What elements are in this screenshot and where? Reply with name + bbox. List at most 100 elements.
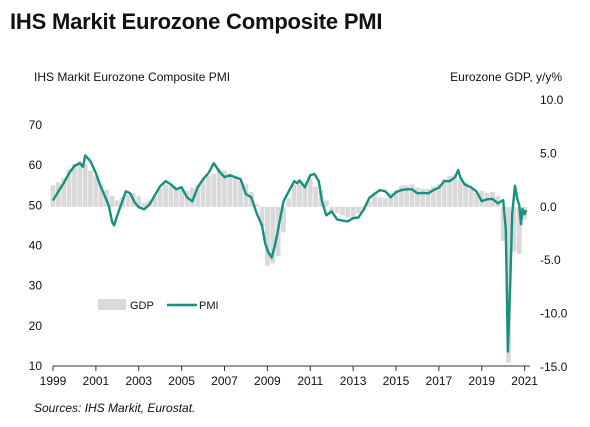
x-tick-label: 1999 [40, 374, 67, 388]
gdp-bar [82, 164, 88, 207]
gdp-bar [313, 186, 318, 207]
gdp-bar [457, 179, 463, 207]
gdp-bar [420, 188, 426, 207]
gdp-bar [259, 206, 265, 227]
left-tick-label: 50 [29, 198, 43, 212]
gdp-bar [254, 203, 260, 207]
gdp-bar [388, 192, 394, 207]
x-tick-label: 2013 [340, 374, 367, 388]
gdp-bar [382, 198, 388, 207]
gdp-bar [152, 196, 158, 207]
left-tick-label: 60 [29, 158, 43, 172]
gdp-bar [238, 181, 243, 207]
right-tick-label: 10.0 [540, 93, 564, 107]
gdp-bar [179, 189, 185, 207]
x-tick-label: 2019 [468, 374, 495, 388]
x-tick-label: 2001 [83, 374, 110, 388]
gdp-bar [141, 202, 147, 207]
gdp-bar [61, 177, 67, 207]
gdp-bar [452, 174, 458, 207]
right-tick-label: -15.0 [540, 360, 568, 374]
gdp-bar [216, 168, 222, 207]
page-title: IHS Markit Eurozone Composite PMI [10, 9, 383, 34]
gdp-bar [200, 180, 206, 207]
gdp-bar [372, 193, 377, 207]
left-tick-label: 10 [29, 359, 43, 373]
gdp-bar [468, 188, 474, 207]
gdp-bar [163, 184, 168, 207]
gdp-bar [495, 196, 501, 207]
right-tick-label: 5.0 [540, 146, 557, 160]
gdp-bar [511, 206, 517, 252]
gdp-bar [72, 164, 77, 207]
left-tick-label: 30 [29, 279, 43, 293]
gdp-bar [157, 188, 163, 207]
gdp-bar [55, 182, 61, 207]
legend-gdp-label: GDP [130, 300, 154, 312]
x-tick-label: 2021 [511, 374, 538, 388]
right-axis-title: Eurozone GDP, y/y% [450, 70, 562, 84]
gdp-bar [356, 206, 361, 214]
gdp-bar [195, 185, 201, 207]
gdp-bar [227, 173, 233, 207]
gdp-bar [98, 184, 104, 207]
gdp-bar [436, 184, 442, 207]
gdp-bar [404, 185, 410, 207]
right-tick-label: -5.0 [540, 253, 561, 267]
gdp-bar [114, 200, 120, 207]
gdp-bar [286, 198, 292, 207]
legend-gdp-swatch [98, 299, 126, 310]
gdp-bar [88, 170, 93, 207]
pmi-line [51, 154, 528, 353]
gdp-bar [291, 184, 297, 207]
left-tick-label: 70 [29, 118, 43, 132]
gdp-bar [173, 187, 179, 207]
gdp-bar [425, 188, 431, 207]
gdp-bar [265, 206, 270, 266]
legend-pmi-label: PMI [199, 300, 219, 312]
gdp-bar [93, 175, 99, 207]
gdp-bar [516, 206, 522, 254]
gdp-bar [77, 160, 83, 207]
x-tick-label: 2015 [383, 374, 410, 388]
gdp-bar [377, 197, 383, 207]
x-tick-label: 2009 [254, 374, 281, 388]
gdp-bar [441, 179, 447, 207]
gdp-bar [366, 201, 372, 207]
gdp-bar [302, 183, 308, 207]
gdp-bar [168, 185, 174, 207]
right-tick-label: -10.0 [540, 307, 568, 321]
gdp-bar [125, 195, 131, 207]
gdp-bar [409, 184, 415, 207]
gdp-bar [189, 187, 195, 207]
left-axis-title: IHS Markit Eurozone Composite PMI [34, 70, 231, 84]
gdp-bar [232, 175, 238, 207]
gdp-bar [506, 206, 511, 363]
gdp-bar [270, 206, 276, 264]
gdp-bar [447, 175, 452, 207]
gdp-bar [109, 196, 115, 207]
gdp-bar [307, 177, 313, 207]
left-tick-label: 20 [29, 319, 43, 333]
gdp-bar [474, 192, 479, 207]
gdp-bar [50, 185, 56, 207]
x-tick-label: 2017 [426, 374, 453, 388]
gdp-bar [398, 185, 404, 207]
gdp-bar [500, 206, 506, 241]
gdp-bar [281, 206, 286, 233]
x-tick-label: 2007 [211, 374, 238, 388]
gdp-bar [350, 206, 356, 219]
gdp-bar [415, 187, 420, 207]
gdp-bar [334, 206, 340, 214]
gdp-bar [222, 170, 227, 207]
x-tick-label: 2011 [297, 374, 323, 388]
gdp-bar [393, 189, 399, 207]
gdp-bar [206, 175, 211, 207]
gdp-bar [243, 184, 249, 207]
gdp-bar [323, 200, 329, 207]
gdp-bar [431, 186, 436, 207]
x-tick-label: 2005 [168, 374, 195, 388]
x-tick-label: 2003 [125, 374, 152, 388]
gdp-bar [345, 206, 351, 218]
